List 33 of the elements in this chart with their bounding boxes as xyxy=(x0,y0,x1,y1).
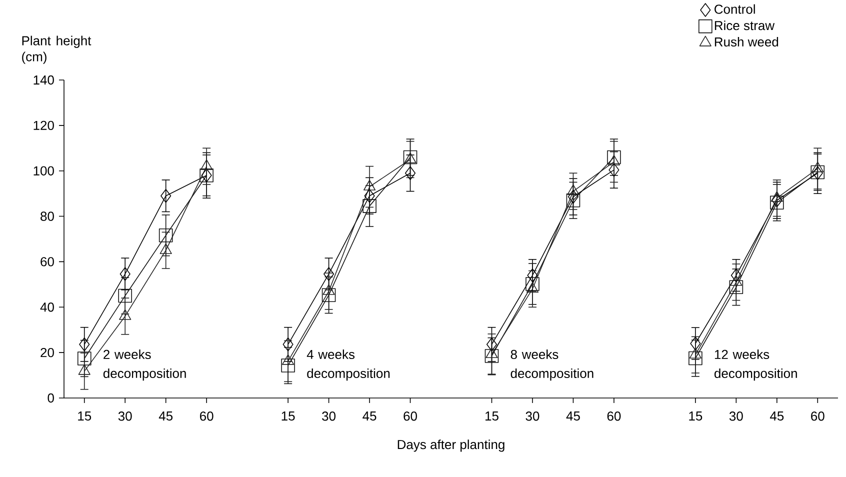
x-tick-label: 15 xyxy=(485,412,498,421)
x-tick-label: 30 xyxy=(729,412,743,421)
x-tick-label: 15 xyxy=(78,412,92,421)
x-tick-label: 60 xyxy=(200,412,214,421)
x-tick-label: 30 xyxy=(118,412,132,421)
y-tick-label: 20 xyxy=(40,348,54,358)
legend-label: Control xyxy=(714,4,755,14)
y-tick-label: 60 xyxy=(40,257,54,266)
x-tick-label: 30 xyxy=(526,412,540,421)
annotation: 4 weeks decomposition xyxy=(306,350,390,381)
y-tick-label: 120 xyxy=(34,120,54,130)
y-tick-label: 100 xyxy=(34,166,54,176)
x-tick-label: 60 xyxy=(607,412,621,421)
x-tick-label: 60 xyxy=(811,412,824,421)
annotation: 12 weeks decomposition xyxy=(714,350,797,381)
legend-label: Rice straw xyxy=(714,20,775,30)
y-tick-label: 80 xyxy=(40,212,54,221)
x-tick-label: 15 xyxy=(282,412,295,421)
x-tick-label: 45 xyxy=(770,412,784,421)
y-axis-title: Plant height (cm) xyxy=(22,36,92,64)
x-tick-label: 45 xyxy=(158,412,173,421)
x-tick-label: 30 xyxy=(322,412,336,421)
y-tick-label: 40 xyxy=(40,302,54,312)
legend-label: Rush weed xyxy=(714,36,778,47)
annotation: 2 weeks decomposition xyxy=(103,350,186,381)
x-tick-label: 45 xyxy=(362,412,376,421)
x-axis-title: Days after planting xyxy=(398,440,504,452)
y-tick-label: 140 xyxy=(34,75,54,85)
x-tick-label: 45 xyxy=(566,412,580,421)
y-tick-label: 0 xyxy=(48,393,54,403)
annotation: 8 weeks decomposition xyxy=(510,350,594,381)
x-tick-label: 60 xyxy=(404,412,417,421)
x-tick-label: 15 xyxy=(689,412,702,421)
